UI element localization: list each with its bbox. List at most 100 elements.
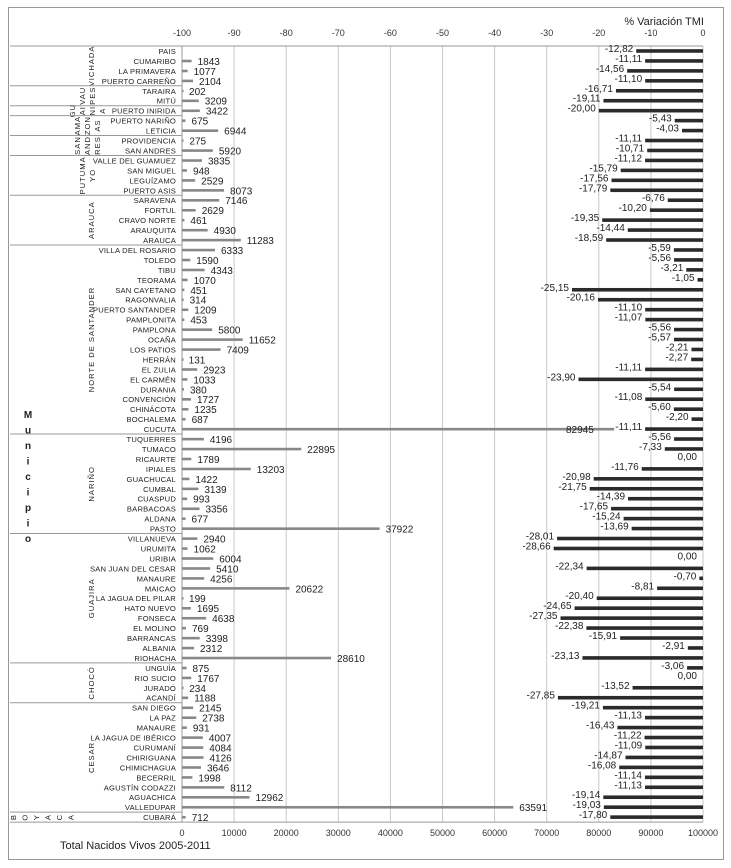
group-label: NI — [88, 106, 97, 116]
row-label: CRAVO NORTE — [119, 216, 176, 225]
births-value-label: 12962 — [256, 793, 284, 804]
row-label: HATO NUEVO — [124, 604, 176, 613]
births-value-label: 451 — [190, 286, 207, 297]
tmi-value-label: -19,14 — [572, 790, 601, 801]
row-label: PAMPLONITA — [126, 316, 177, 325]
tmi-bar — [553, 546, 703, 551]
births-bar — [182, 805, 514, 809]
tmi-bar — [645, 367, 703, 372]
births-bar — [182, 606, 191, 610]
bottom-tick-label: 100000 — [688, 828, 718, 838]
tmi-bar — [687, 666, 703, 670]
tmi-value-label: -2,21 — [666, 342, 689, 353]
tmi-bar — [582, 656, 703, 660]
tmi-value-label: -11,11 — [615, 134, 642, 145]
row-label: CHIMICHAGUA — [120, 763, 177, 772]
tmi-value-label: -19,11 — [573, 94, 601, 105]
group-label: CHOCÓ — [87, 666, 96, 699]
tmi-bar — [645, 79, 703, 83]
births-value-label: 22895 — [307, 445, 335, 456]
group-label: ZON — [83, 116, 92, 135]
tmi-bar — [606, 238, 703, 242]
births-bar — [182, 487, 199, 491]
row-label: ALDANA — [144, 515, 176, 524]
tmi-bar — [596, 596, 703, 601]
births-bar — [182, 786, 225, 789]
births-bar — [182, 497, 188, 501]
tmi-value-label: -11,10 — [615, 74, 643, 85]
ylabel-letter: i — [27, 488, 30, 499]
tmi-bar — [674, 437, 703, 441]
row-label: CHINÁCOTA — [130, 405, 177, 414]
tmi-bar — [627, 228, 703, 232]
births-bar — [182, 507, 200, 511]
tmi-bar — [586, 566, 703, 571]
tmi-value-label: -11,13 — [614, 780, 642, 791]
row-label: TOLEDO — [144, 256, 176, 265]
births-value-label: 1070 — [194, 276, 217, 287]
births-bar — [182, 656, 332, 660]
births-value-label: 1033 — [193, 375, 216, 386]
tmi-bar — [697, 278, 703, 282]
row-label: PUERTO SANTANDER — [93, 306, 176, 315]
births-bar — [182, 766, 201, 769]
births-bar — [182, 437, 204, 441]
births-bar — [182, 417, 186, 421]
tmi-bar — [687, 646, 703, 650]
tmi-value-label: -14,87 — [594, 750, 623, 761]
births-bar — [182, 457, 192, 461]
row-label: VALLEDUPAR — [125, 803, 176, 812]
bottom-axis-title: Total Nacidos Vivos 2005-2011 — [60, 840, 211, 852]
row-label: ARAUQUITA — [130, 226, 176, 235]
row-label: VILLA DEL ROSARIO — [99, 246, 176, 255]
births-bar — [182, 199, 220, 202]
tmi-bar — [641, 467, 703, 471]
row-label: VALLE DEL GUAMUEZ — [93, 156, 176, 165]
row-label: ACANDÍ — [146, 694, 177, 703]
births-bar — [182, 228, 208, 232]
births-value-label: 2104 — [199, 77, 222, 88]
births-value-label: 1998 — [198, 773, 221, 784]
tmi-value-label: -28,66 — [522, 541, 551, 552]
births-bar — [182, 159, 202, 162]
births-value-label: 11283 — [247, 236, 275, 247]
ylabel-letter: o — [25, 534, 31, 545]
row-label: CUMBAL — [143, 485, 176, 494]
births-value-label: 1590 — [196, 256, 219, 267]
row-label: RAGONVALIA — [125, 296, 177, 305]
births-value-label: 2529 — [201, 176, 224, 187]
tmi-bar — [645, 427, 703, 431]
row-label: SAN DIEGO — [132, 704, 176, 713]
births-value-label: 4638 — [212, 614, 235, 625]
births-value-label: 202 — [189, 87, 206, 98]
births-bar — [182, 686, 184, 690]
bottom-tick-label: 0 — [179, 828, 184, 838]
row-label: EL CARMÉN — [130, 375, 176, 384]
row-label: URUMITA — [141, 544, 177, 553]
row-label: SAN ANDRES — [125, 146, 176, 155]
top-tick-label: -30 — [540, 28, 553, 38]
births-value-label: 1789 — [197, 455, 220, 466]
births-value-label: 769 — [192, 624, 209, 635]
births-value-label: 314 — [190, 296, 207, 307]
tmi-bar — [645, 715, 703, 720]
tmi-value-label: -11,13 — [614, 711, 642, 722]
tmi-bar — [674, 118, 703, 123]
births-bar — [182, 248, 215, 252]
row-label: TARAIRA — [142, 87, 176, 96]
tmi-value-label: -25,15 — [541, 283, 570, 294]
tmi-value-label: -11,07 — [615, 313, 643, 324]
ylabel-letter: n — [25, 441, 31, 452]
row-label: DURANIA — [140, 385, 176, 394]
births-bar — [182, 736, 203, 739]
births-value-label: 6333 — [221, 246, 244, 257]
births-bar — [182, 427, 615, 431]
ylabel-letter: M — [24, 410, 32, 421]
row-label: GUACHUCAL — [127, 475, 176, 484]
tmi-bar — [682, 128, 703, 133]
row-label: JURADÓ — [144, 684, 176, 693]
row-label: BOCHALEMA — [127, 415, 177, 424]
births-bar — [182, 577, 205, 580]
births-value-label: 2312 — [200, 644, 223, 655]
births-bar — [182, 726, 187, 729]
